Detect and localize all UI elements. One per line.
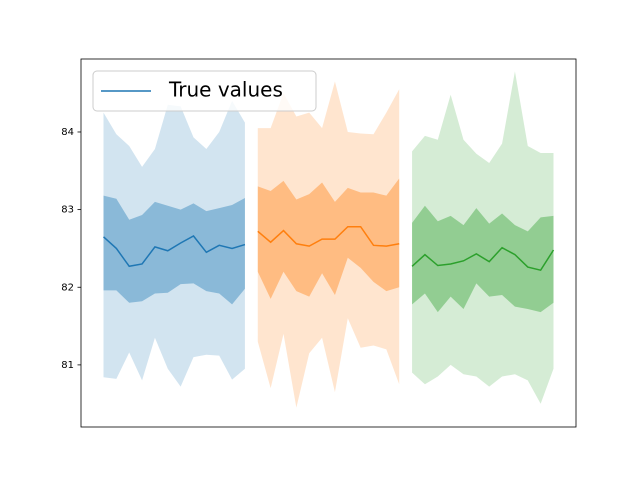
inner-band xyxy=(412,205,554,313)
outer-band xyxy=(257,81,400,408)
outer-band xyxy=(412,71,554,404)
line xyxy=(411,246,555,272)
line xyxy=(102,235,246,268)
legend-label: True values xyxy=(168,78,283,102)
y-tick-label: 84 xyxy=(61,127,74,138)
inner-band xyxy=(103,195,245,305)
line xyxy=(257,225,400,247)
y-tick-label: 83 xyxy=(61,205,74,216)
y-tick-label: 81 xyxy=(61,360,74,371)
legend-box xyxy=(92,70,317,112)
plot-frame xyxy=(80,58,577,428)
outer-band xyxy=(103,100,245,387)
y-tick-label: 82 xyxy=(61,282,74,293)
